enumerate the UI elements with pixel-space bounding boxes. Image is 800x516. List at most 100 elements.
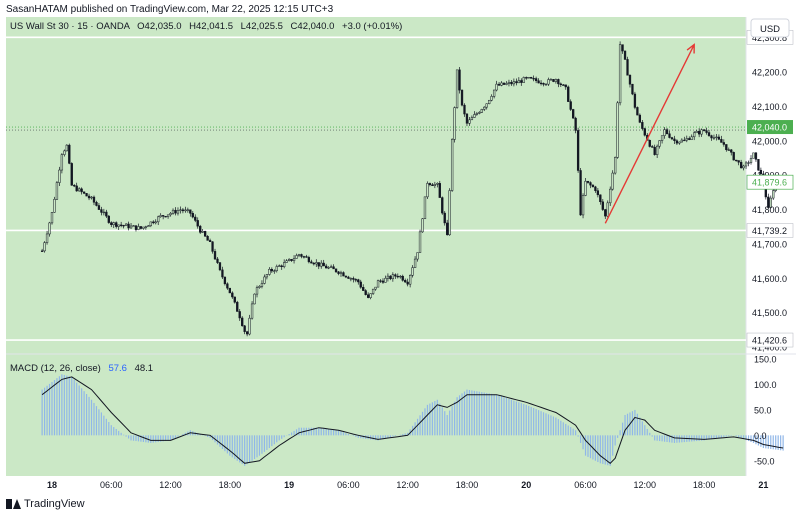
candle-body [162, 215, 165, 217]
candle-body [55, 182, 59, 200]
candle-body [735, 159, 738, 162]
trend-arrow-head-icon[interactable] [686, 43, 695, 54]
candle-body [525, 77, 528, 79]
candle-body [139, 226, 143, 229]
tradingview-logo[interactable]: TradingView [6, 498, 85, 510]
candle-body [344, 275, 348, 278]
macd-pane[interactable] [6, 354, 746, 476]
trend-arrow-line[interactable] [604, 44, 695, 224]
candle-body [144, 226, 148, 228]
candle-body [354, 279, 357, 281]
candle-body [416, 252, 419, 260]
candle-body [391, 274, 395, 280]
candle-body [107, 215, 110, 223]
candle-body [554, 79, 558, 82]
candle-body [458, 69, 461, 91]
level-label: 41,739.2 [752, 226, 787, 236]
candle-body [129, 225, 133, 229]
candle-body [532, 78, 535, 80]
candle-body [584, 180, 587, 196]
candle-body [673, 138, 676, 141]
candle-body [497, 83, 501, 86]
candle-body [68, 144, 71, 164]
candle-body [544, 83, 548, 86]
candle-body [759, 169, 763, 175]
macd-tick-label: -50.0 [754, 456, 775, 466]
candle-body [263, 276, 266, 284]
candle-body [169, 213, 172, 216]
candle-body [70, 163, 73, 186]
candle-body [95, 202, 98, 206]
candle-body [742, 165, 745, 169]
candle-body [495, 83, 498, 91]
candle-body [601, 201, 604, 210]
candle-body [154, 221, 157, 224]
candle-body [596, 190, 600, 196]
last-price-label-box [747, 120, 793, 135]
candle-body [357, 279, 360, 283]
candle-body [362, 287, 365, 291]
time-tick-label: 19 [284, 480, 294, 490]
candle-body [483, 106, 486, 110]
candle-body [137, 226, 140, 230]
candle-body [658, 140, 661, 147]
candle-body [567, 86, 570, 102]
candle-body [594, 186, 597, 191]
currency-button[interactable] [750, 18, 790, 38]
candle-body [278, 265, 281, 267]
publisher-line: SasanHATAM published on TradingView.com,… [6, 4, 334, 15]
candle-body [564, 84, 567, 88]
open-value: O42,035.0 [137, 21, 181, 32]
candle-body [643, 128, 646, 136]
candle-body [453, 107, 456, 140]
candle-body [325, 265, 328, 269]
candle-body [712, 137, 716, 139]
candle-body [730, 149, 733, 153]
level-label-box [746, 332, 794, 348]
candle-body [134, 225, 138, 230]
candle-body [475, 113, 478, 115]
candle-body [720, 139, 723, 143]
candle-body [112, 222, 115, 225]
candle-body [184, 209, 187, 212]
candle-body [418, 231, 422, 253]
candle-body [581, 195, 585, 216]
macd-tick-label: 0.0 [754, 431, 767, 441]
candle-body [40, 250, 44, 252]
macd-legend: MACD (12, 26, close) 57.6 48.1 [10, 363, 153, 374]
tradingview-chart[interactable]: 42,200.042,100.042,000.041,900.041,800.0… [6, 17, 796, 492]
candle-body [411, 267, 414, 276]
candle-body [310, 261, 313, 264]
candle-body [149, 221, 152, 226]
current-price-label-box [746, 174, 794, 190]
candle-body [258, 286, 261, 288]
currency-button-label[interactable]: USD [760, 24, 780, 35]
candle-body [473, 114, 476, 118]
candle-body [315, 262, 318, 265]
low-value: L42,025.5 [241, 21, 283, 32]
candle-body [468, 119, 471, 124]
candle-body [653, 146, 656, 155]
candle-body [115, 222, 118, 227]
candle-body [43, 242, 46, 252]
macd-tick-label: 50.0 [754, 405, 772, 415]
chart-frame[interactable]: 42,200.042,100.042,000.041,900.041,800.0… [6, 17, 796, 492]
candle-body [507, 81, 511, 84]
candle-body [490, 96, 493, 101]
price-pane[interactable] [6, 17, 746, 354]
candle-body [236, 301, 239, 312]
candle-body [369, 293, 372, 298]
time-tick-label: 12:00 [159, 480, 182, 490]
candle-body [174, 209, 177, 214]
candle-body [364, 290, 367, 295]
candle-body [663, 129, 666, 136]
candle-body [717, 136, 721, 140]
candle-body [381, 280, 385, 283]
candle-body [614, 157, 617, 174]
high-value: H42,041.5 [189, 21, 233, 32]
candle-body [401, 275, 404, 281]
candle-body [623, 50, 627, 60]
candle-body [579, 170, 582, 216]
time-tick-label: 12:00 [396, 480, 419, 490]
candle-body [668, 133, 671, 138]
